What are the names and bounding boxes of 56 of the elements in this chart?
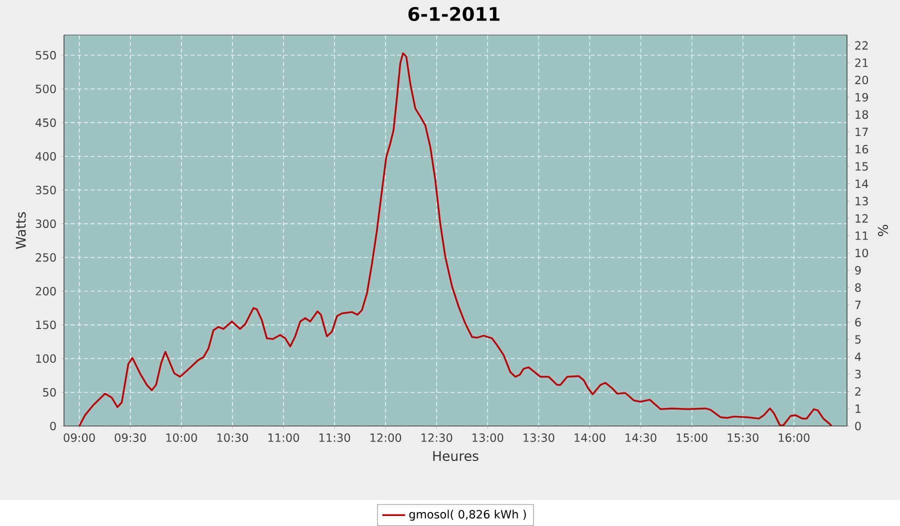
y2-tick-label: 2 — [855, 387, 860, 396]
y-tick-label: 50 — [43, 388, 56, 397]
x-tick-label: 14:00 — [574, 433, 606, 442]
y2-tick-label: 6 — [855, 318, 861, 326]
y2-tick-label: 17 — [856, 128, 868, 136]
y2-tick-label: 14 — [856, 180, 868, 188]
x-tick-label: 13:00 — [472, 433, 504, 442]
y2-axis-title: % — [878, 224, 888, 236]
y2-tick-label: 10 — [856, 248, 868, 258]
y2-tick-label: 12 — [856, 214, 868, 223]
x-tick-label: 11:00 — [268, 433, 300, 442]
y2-tick-label: 1 — [856, 404, 861, 413]
y2-tick-label: 20 — [855, 76, 868, 84]
y2-tick-label: 15 — [856, 162, 868, 171]
y-tick-label: 250 — [36, 253, 56, 262]
y2-tick-label: 0 — [855, 422, 861, 430]
x-tick-label: 13:30 — [524, 433, 554, 442]
x-tick-label: 15:00 — [676, 433, 708, 442]
y-tick-label: 450 — [36, 118, 56, 127]
y-tick-label: 150 — [36, 320, 56, 330]
y-tick-label: 500 — [36, 84, 56, 94]
y2-tick-label: 7 — [855, 300, 861, 310]
x-tick-label: 09:30 — [114, 433, 146, 442]
y-tick-label: 0 — [50, 422, 56, 430]
y2-tick-label: 16 — [856, 144, 868, 154]
x-axis-title: Heures — [433, 451, 478, 462]
y-axis-title: Watts — [16, 212, 26, 250]
legend-label: gmosol( 0,826 kWh ) — [409, 510, 526, 521]
y2-tick-label: 21 — [855, 58, 868, 67]
x-tick-label: 16:00 — [778, 433, 810, 442]
y2-tick-label: 11 — [856, 232, 868, 240]
y-tick-label: 200 — [36, 286, 56, 296]
y2-tick-label: 5 — [855, 335, 861, 344]
x-tick-label: 10:00 — [166, 433, 197, 442]
x-tick-label: 11:30 — [319, 433, 350, 442]
y-tick-label: 550 — [36, 50, 56, 60]
y-tick-label: 400 — [36, 152, 56, 161]
y2-tick-label: 8 — [855, 283, 861, 292]
y-tick-label: 100 — [36, 354, 56, 363]
y2-tick-label: 13 — [856, 196, 868, 206]
y2-tick-label: 18 — [856, 110, 868, 119]
x-tick-label: 14:30 — [626, 433, 656, 442]
y-tick-label: 350 — [36, 186, 56, 194]
x-tick-label: 09:00 — [64, 433, 95, 442]
x-tick-label: 10:30 — [217, 433, 248, 442]
y-tick-label: 300 — [36, 219, 56, 228]
y2-tick-label: 9 — [855, 266, 861, 275]
x-tick-label: 12:30 — [422, 433, 452, 442]
chart-title: 6-1-2011 — [408, 6, 500, 22]
x-tick-label: 15:30 — [728, 433, 758, 442]
y2-tick-label: 19 — [856, 92, 868, 102]
x-tick-label: 12:00 — [370, 433, 402, 442]
y2-tick-label: 22 — [855, 41, 868, 50]
line-series — [78, 52, 833, 426]
y2-tick-label: 3 — [855, 370, 861, 378]
y2-tick-label: 4 — [854, 352, 861, 361]
